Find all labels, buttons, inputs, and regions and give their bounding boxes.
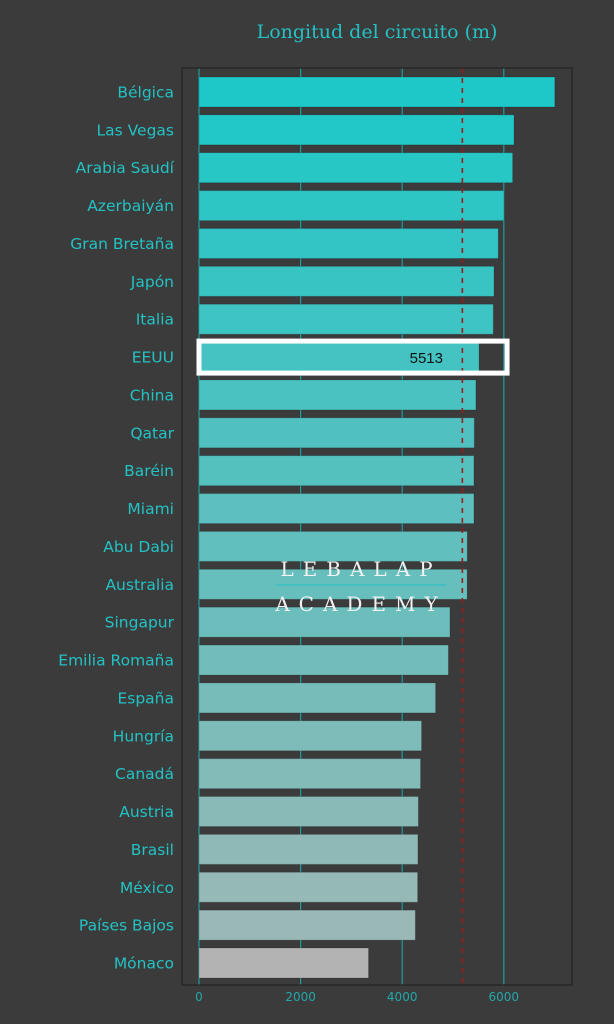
- category-label: Australia: [105, 576, 174, 594]
- category-label: Italia: [136, 311, 174, 329]
- highlight-value-label: 5513: [410, 350, 443, 367]
- category-label: Baréin: [124, 462, 174, 480]
- category-label: México: [120, 879, 174, 897]
- bar: [198, 871, 419, 903]
- category-label: Miami: [127, 500, 174, 518]
- bar: [198, 493, 475, 525]
- bar: [198, 303, 494, 335]
- category-label: Arabia Saudí: [76, 159, 175, 177]
- bar: [198, 152, 514, 184]
- category-label: España: [117, 689, 174, 707]
- category-label: Gran Bretaña: [70, 235, 174, 253]
- bar: [198, 758, 422, 790]
- category-label: EEUU: [132, 349, 174, 367]
- category-label: Las Vegas: [97, 121, 175, 139]
- bar: [198, 606, 451, 638]
- watermark-line2: ACADEMY: [274, 592, 447, 616]
- x-tick-label: 0: [195, 990, 203, 1004]
- bar: [198, 833, 419, 865]
- bar: [198, 227, 499, 259]
- highlight-box: [196, 338, 510, 376]
- bar: [198, 909, 416, 941]
- bar: [198, 455, 475, 487]
- bar: [198, 417, 475, 449]
- category-label: Japón: [130, 273, 174, 291]
- category-label: Hungría: [113, 727, 174, 745]
- bar: [198, 341, 480, 373]
- watermark-line1: LEBALAP: [280, 557, 441, 581]
- category-label: Bélgica: [117, 84, 174, 102]
- bar: [198, 568, 468, 600]
- category-label: Qatar: [130, 424, 174, 442]
- bar: [198, 379, 477, 411]
- category-label: Mónaco: [114, 955, 174, 973]
- bar: [198, 265, 495, 297]
- x-tick-label: 2000: [285, 990, 316, 1004]
- bar: [198, 76, 556, 108]
- bar: [198, 530, 468, 562]
- bar: [198, 682, 437, 714]
- bar: [198, 947, 370, 979]
- category-label: Países Bajos: [79, 917, 174, 935]
- category-label: Azerbaiyán: [87, 197, 174, 215]
- category-label: Austria: [119, 803, 174, 821]
- x-tick-label: 4000: [387, 990, 418, 1004]
- category-label: China: [130, 386, 174, 404]
- bar: [198, 114, 515, 146]
- plot-frame: [181, 67, 573, 986]
- bar: [198, 190, 505, 222]
- bar: [198, 796, 419, 828]
- category-label: Singapur: [105, 614, 175, 632]
- category-label: Emilia Romaña: [58, 652, 174, 670]
- bar: [198, 720, 423, 752]
- category-label: Canadá: [115, 765, 174, 783]
- bar: [198, 644, 449, 676]
- category-label: Brasil: [131, 841, 174, 859]
- category-label: Abu Dabi: [103, 538, 174, 556]
- chart-title: Longitud del circuito (m): [257, 21, 498, 43]
- x-tick-label: 6000: [489, 990, 520, 1004]
